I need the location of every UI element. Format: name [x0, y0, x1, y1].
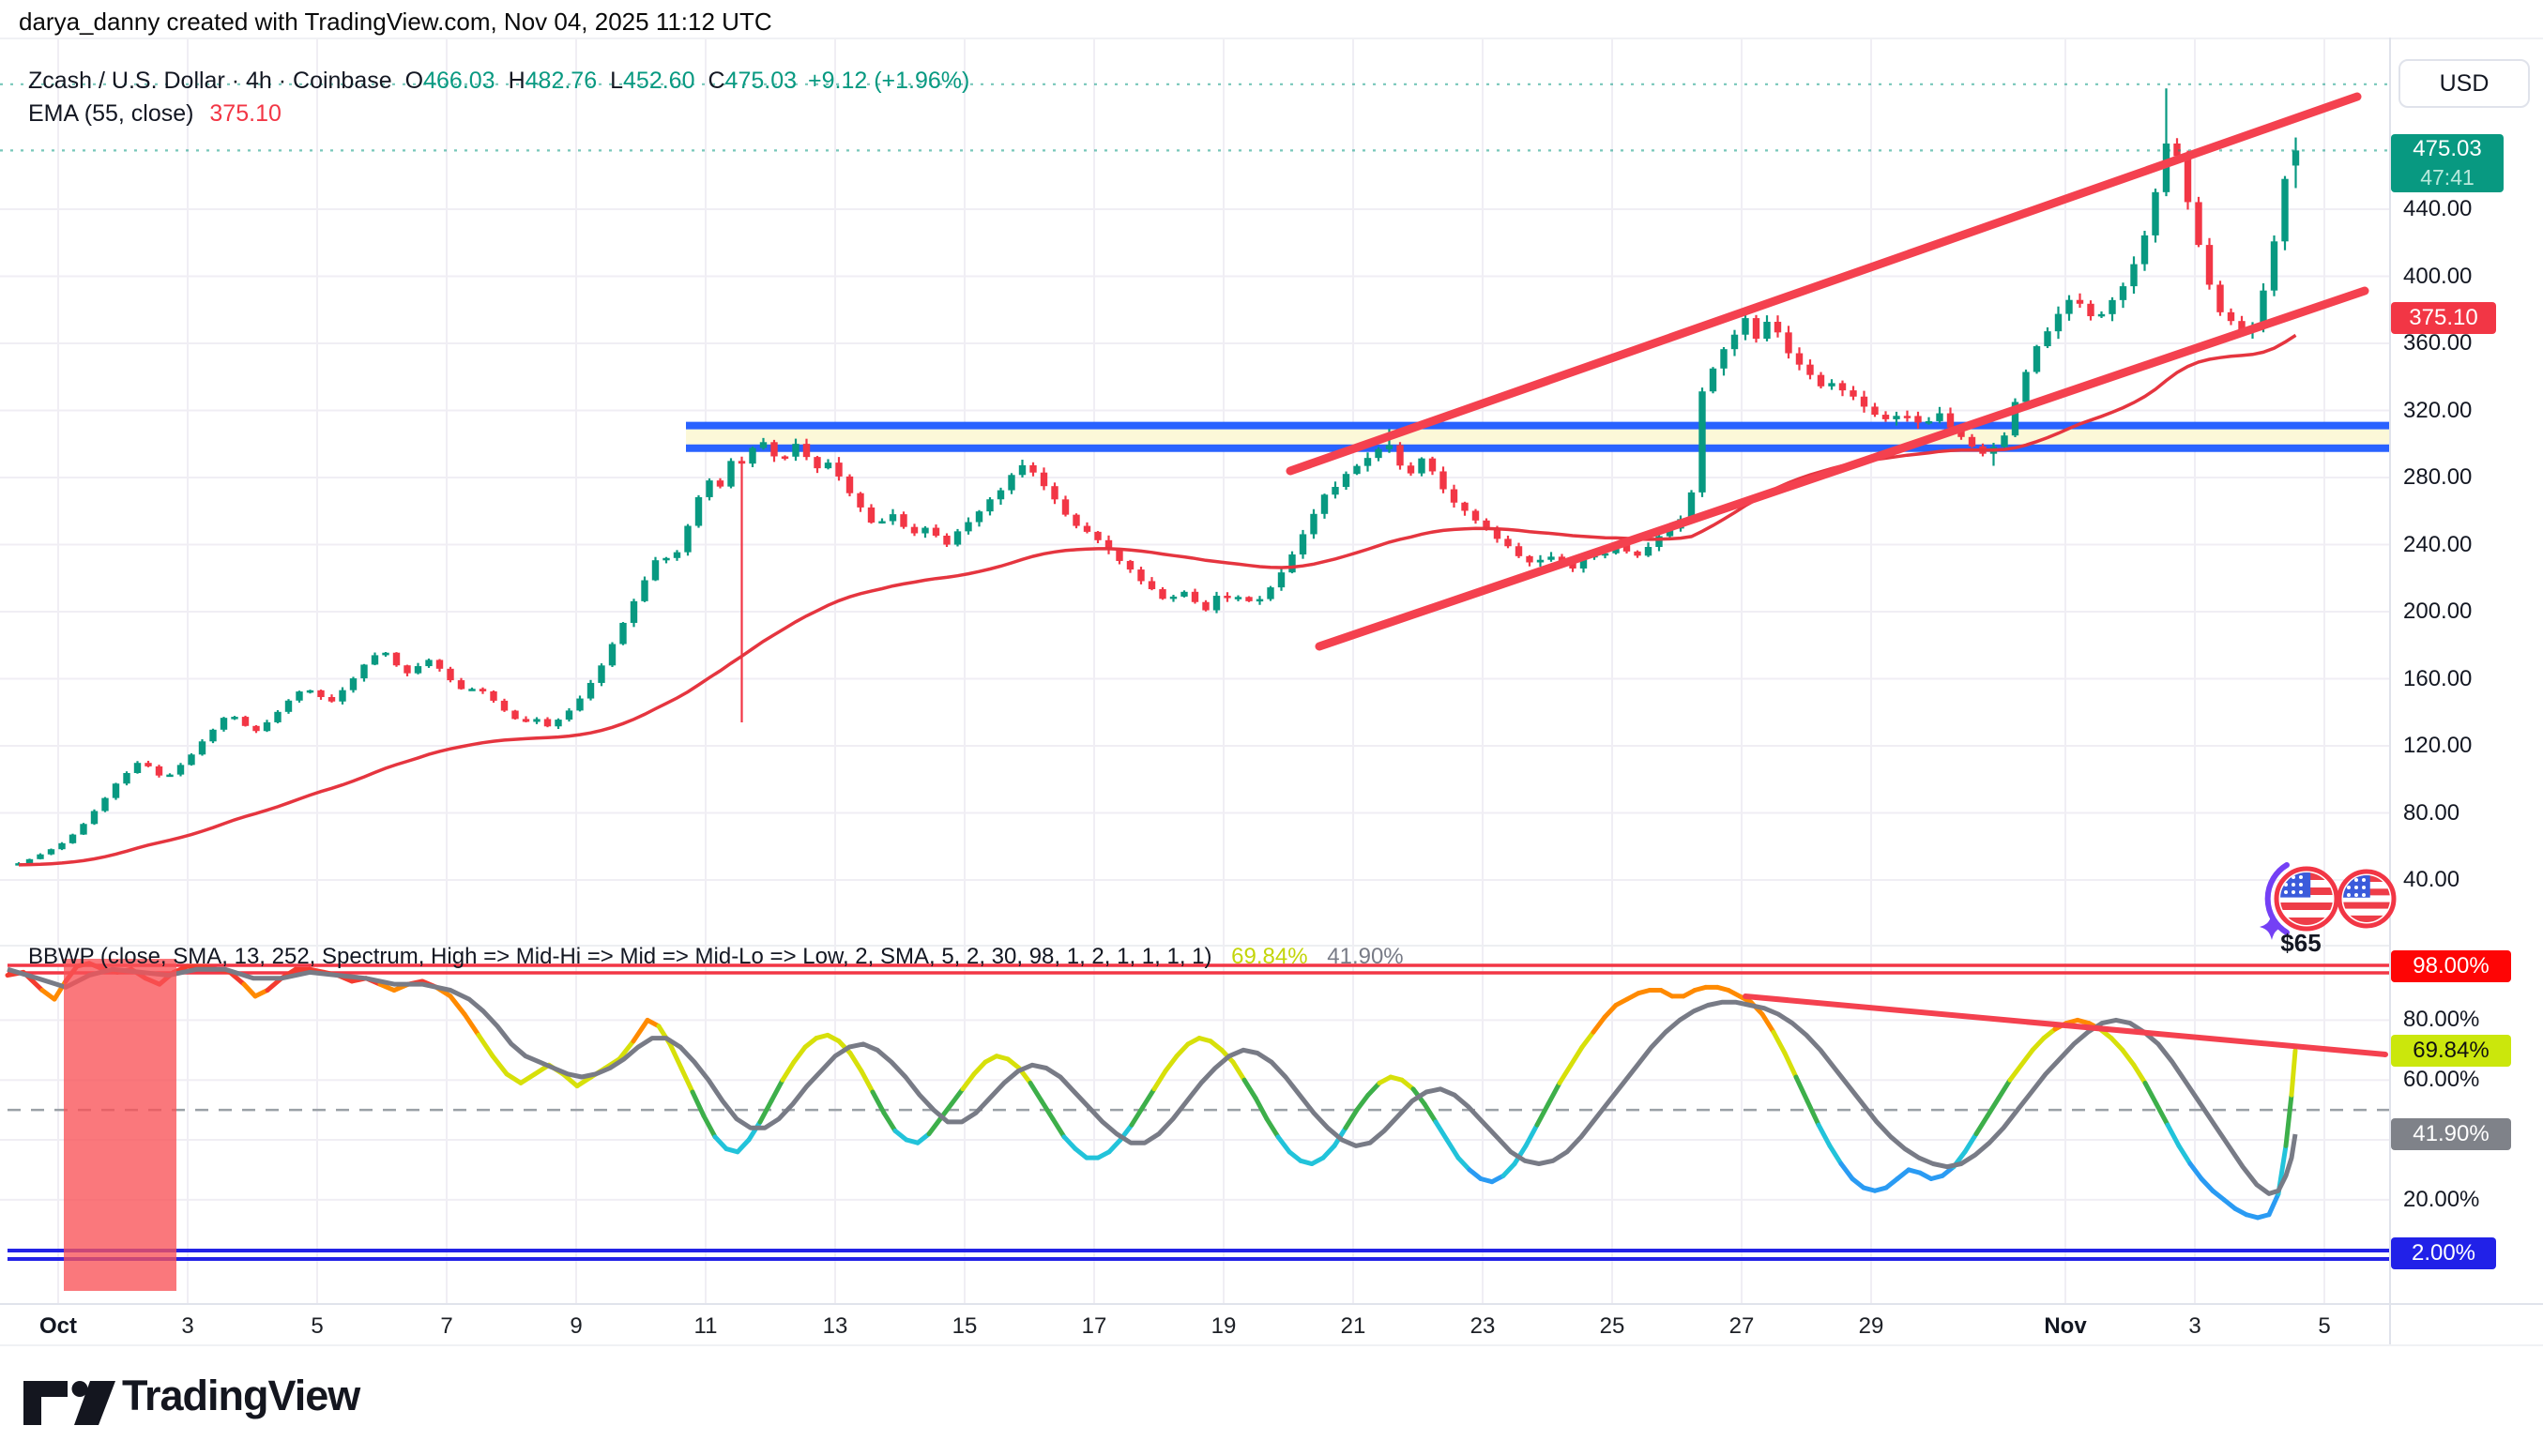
- pane-separators: [0, 38, 2543, 1346]
- ema-line: [18, 333, 2297, 867]
- sparkle-icon: [2260, 914, 2284, 940]
- bbwp-sma-line: [7, 966, 2298, 1196]
- idea-flag-icon-2[interactable]: [2337, 869, 2397, 929]
- grid-layer: [0, 38, 2543, 1304]
- idea-flag-markers[interactable]: [2260, 862, 2397, 940]
- bbwp-line: [5, 961, 2298, 1221]
- support-zone[interactable]: [686, 421, 2390, 452]
- bbwp-levels: [8, 963, 2390, 1261]
- candles-layer: [15, 88, 2300, 866]
- trendline-upper[interactable]: [1286, 92, 2362, 476]
- bbwp-trendline[interactable]: [1743, 993, 2388, 1057]
- bbwp-highlight-band[interactable]: [64, 959, 176, 1291]
- idea-flag-icon-1[interactable]: [2274, 866, 2339, 932]
- trendline-lower[interactable]: [1315, 286, 2369, 651]
